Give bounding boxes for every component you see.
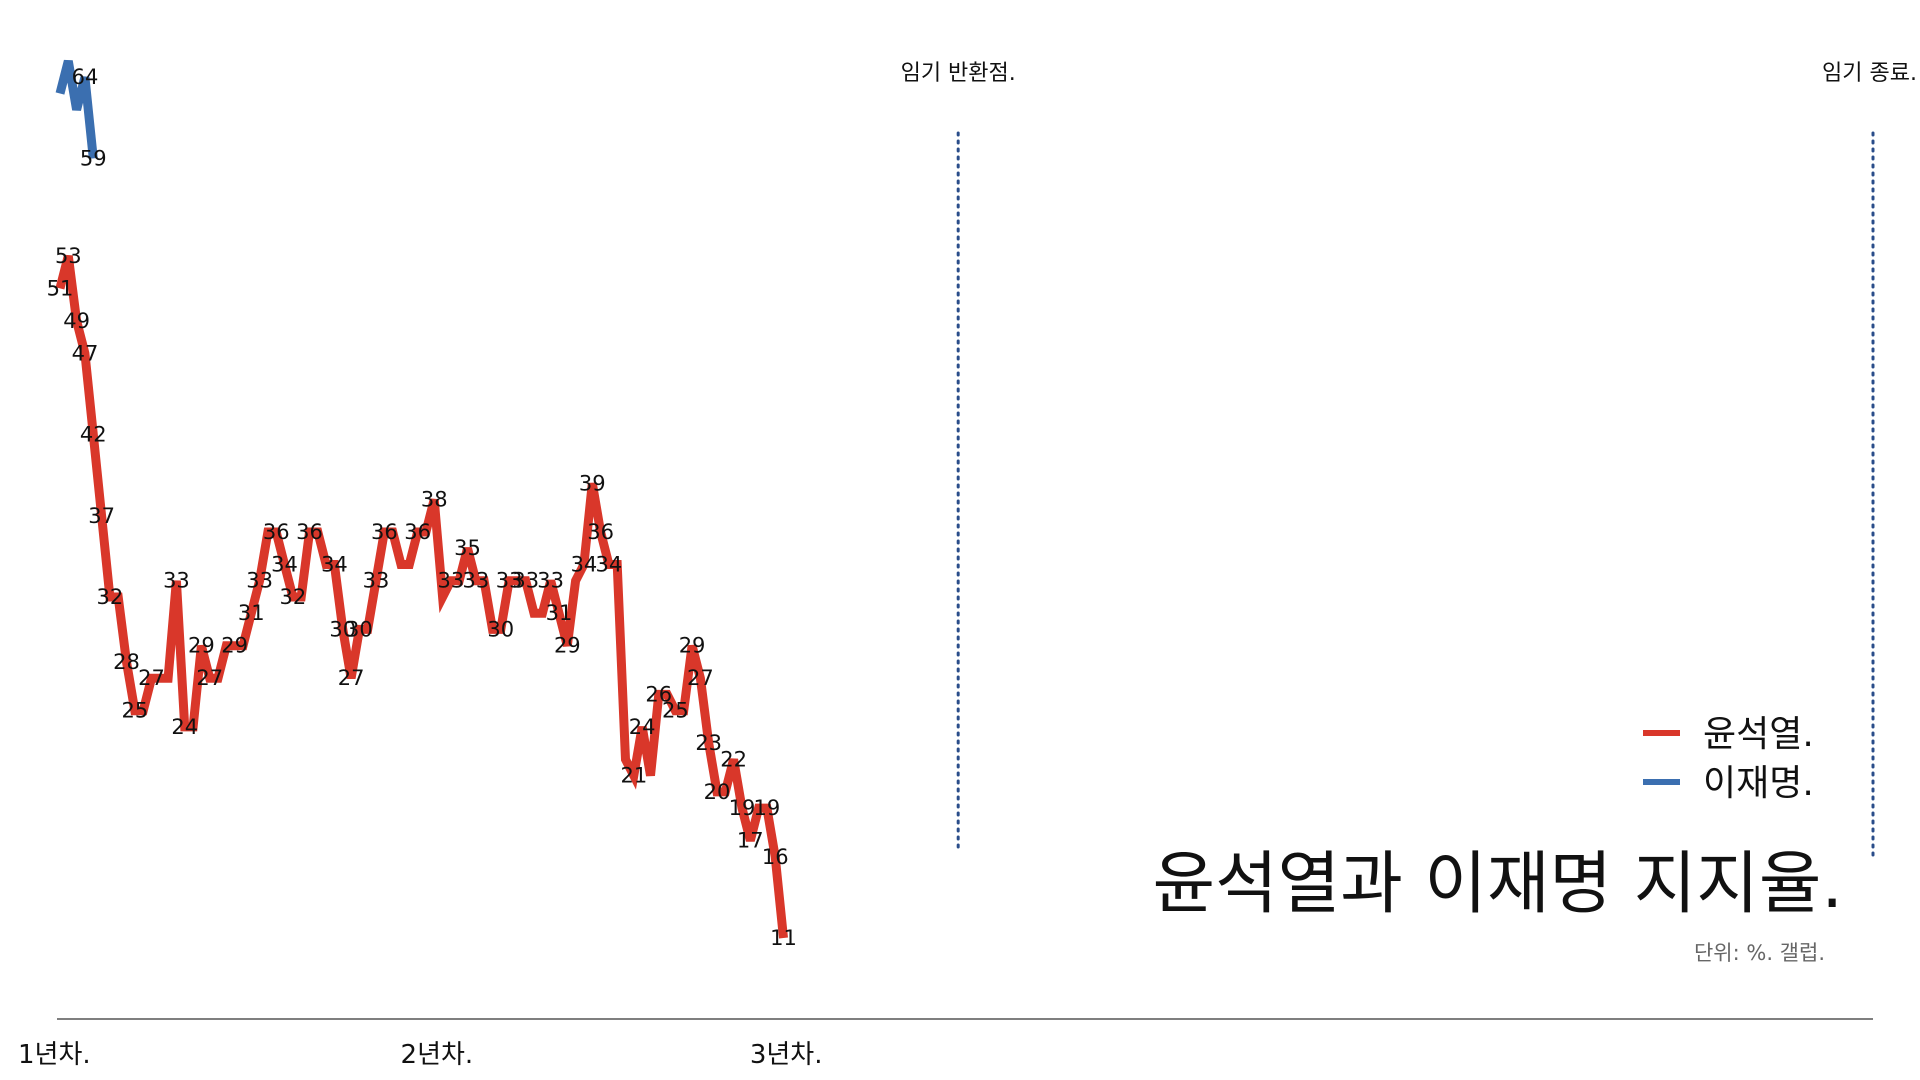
- legend-label-yoon: 윤석열.: [1703, 714, 1814, 755]
- data-label: 25: [662, 699, 689, 723]
- data-label: 23: [695, 731, 722, 755]
- data-label: 53: [55, 244, 82, 268]
- data-label: 33: [512, 569, 539, 593]
- data-label: 25: [121, 699, 148, 723]
- data-label: 29: [554, 634, 581, 658]
- data-label: 36: [263, 520, 290, 544]
- data-label: 59: [80, 146, 107, 170]
- data-label: 36: [371, 520, 398, 544]
- data-label: 47: [72, 341, 99, 365]
- data-label: 20: [704, 780, 731, 804]
- data-label: 29: [188, 634, 215, 658]
- data-label: 34: [321, 552, 348, 576]
- data-label: 37: [88, 504, 115, 528]
- data-label: 33: [496, 569, 523, 593]
- data-label: 33: [537, 569, 564, 593]
- data-label: 28: [113, 650, 140, 674]
- data-label: 34: [271, 552, 298, 576]
- data-label: 64: [72, 65, 99, 89]
- legend: 윤석열. 이재명.: [1643, 714, 1814, 804]
- data-label: 34: [596, 552, 623, 576]
- data-label: 51: [47, 276, 74, 300]
- data-label: 49: [63, 309, 90, 333]
- data-label: 36: [404, 520, 431, 544]
- x-tick-label: 2년차.: [401, 1040, 474, 1070]
- marker-label: 임기 종료.: [1822, 61, 1917, 86]
- data-label: 29: [679, 634, 706, 658]
- data-label: 38: [421, 488, 448, 512]
- data-label: 32: [97, 585, 124, 609]
- series-line-yoon: [55, 254, 788, 939]
- data-label: 30: [346, 617, 373, 641]
- data-label: 27: [138, 666, 165, 690]
- legend-label-lee: 이재명.: [1703, 763, 1814, 804]
- event-markers: 임기 반환점. 임기 종료.: [901, 61, 1917, 862]
- data-label: 27: [338, 666, 365, 690]
- data-label: 24: [171, 715, 198, 739]
- series-lines: [55, 59, 788, 939]
- data-label: 33: [462, 569, 489, 593]
- data-label: 39: [579, 471, 606, 495]
- data-label: 22: [720, 747, 747, 771]
- x-tick-labels: 1년차. 2년차. 3년차.: [18, 1040, 823, 1070]
- data-label: 24: [629, 715, 656, 739]
- data-label: 19: [729, 796, 756, 820]
- data-label: 27: [687, 666, 714, 690]
- data-label: 36: [587, 520, 614, 544]
- x-tick-label: 1년차.: [18, 1040, 91, 1070]
- data-label: 16: [762, 845, 789, 869]
- data-label: 32: [279, 585, 306, 609]
- x-tick-label: 3년차.: [750, 1040, 823, 1070]
- data-label: 33: [363, 569, 390, 593]
- chart-title: 윤석열과 이재명 지지율.: [1153, 845, 1843, 924]
- data-labels: 51 53 49 47 42 37 32 28 25 27 33 24 29 27 29 31 33 36 34 32…: [47, 65, 797, 950]
- data-label: 36: [296, 520, 323, 544]
- data-label: 19: [754, 796, 781, 820]
- data-label: 31: [238, 601, 265, 625]
- data-label: 34: [571, 552, 598, 576]
- data-label: 30: [487, 617, 514, 641]
- data-label: 35: [454, 536, 481, 560]
- data-label: 26: [645, 682, 672, 706]
- data-label: 17: [737, 829, 764, 853]
- data-label: 29: [221, 634, 248, 658]
- data-label: 31: [546, 601, 573, 625]
- data-label: 42: [80, 423, 107, 447]
- chart-subtitle: 단위: %. 갤럽.: [1694, 941, 1825, 965]
- data-label: 11: [770, 926, 797, 950]
- marker-label: 임기 반환점.: [901, 61, 1016, 86]
- data-label: 33: [163, 569, 190, 593]
- data-label: 30: [329, 617, 356, 641]
- data-label: 27: [196, 666, 223, 690]
- series-line-lee: [55, 59, 98, 159]
- data-label: 21: [620, 764, 647, 788]
- data-label: 33: [438, 569, 465, 593]
- data-label: 33: [246, 569, 273, 593]
